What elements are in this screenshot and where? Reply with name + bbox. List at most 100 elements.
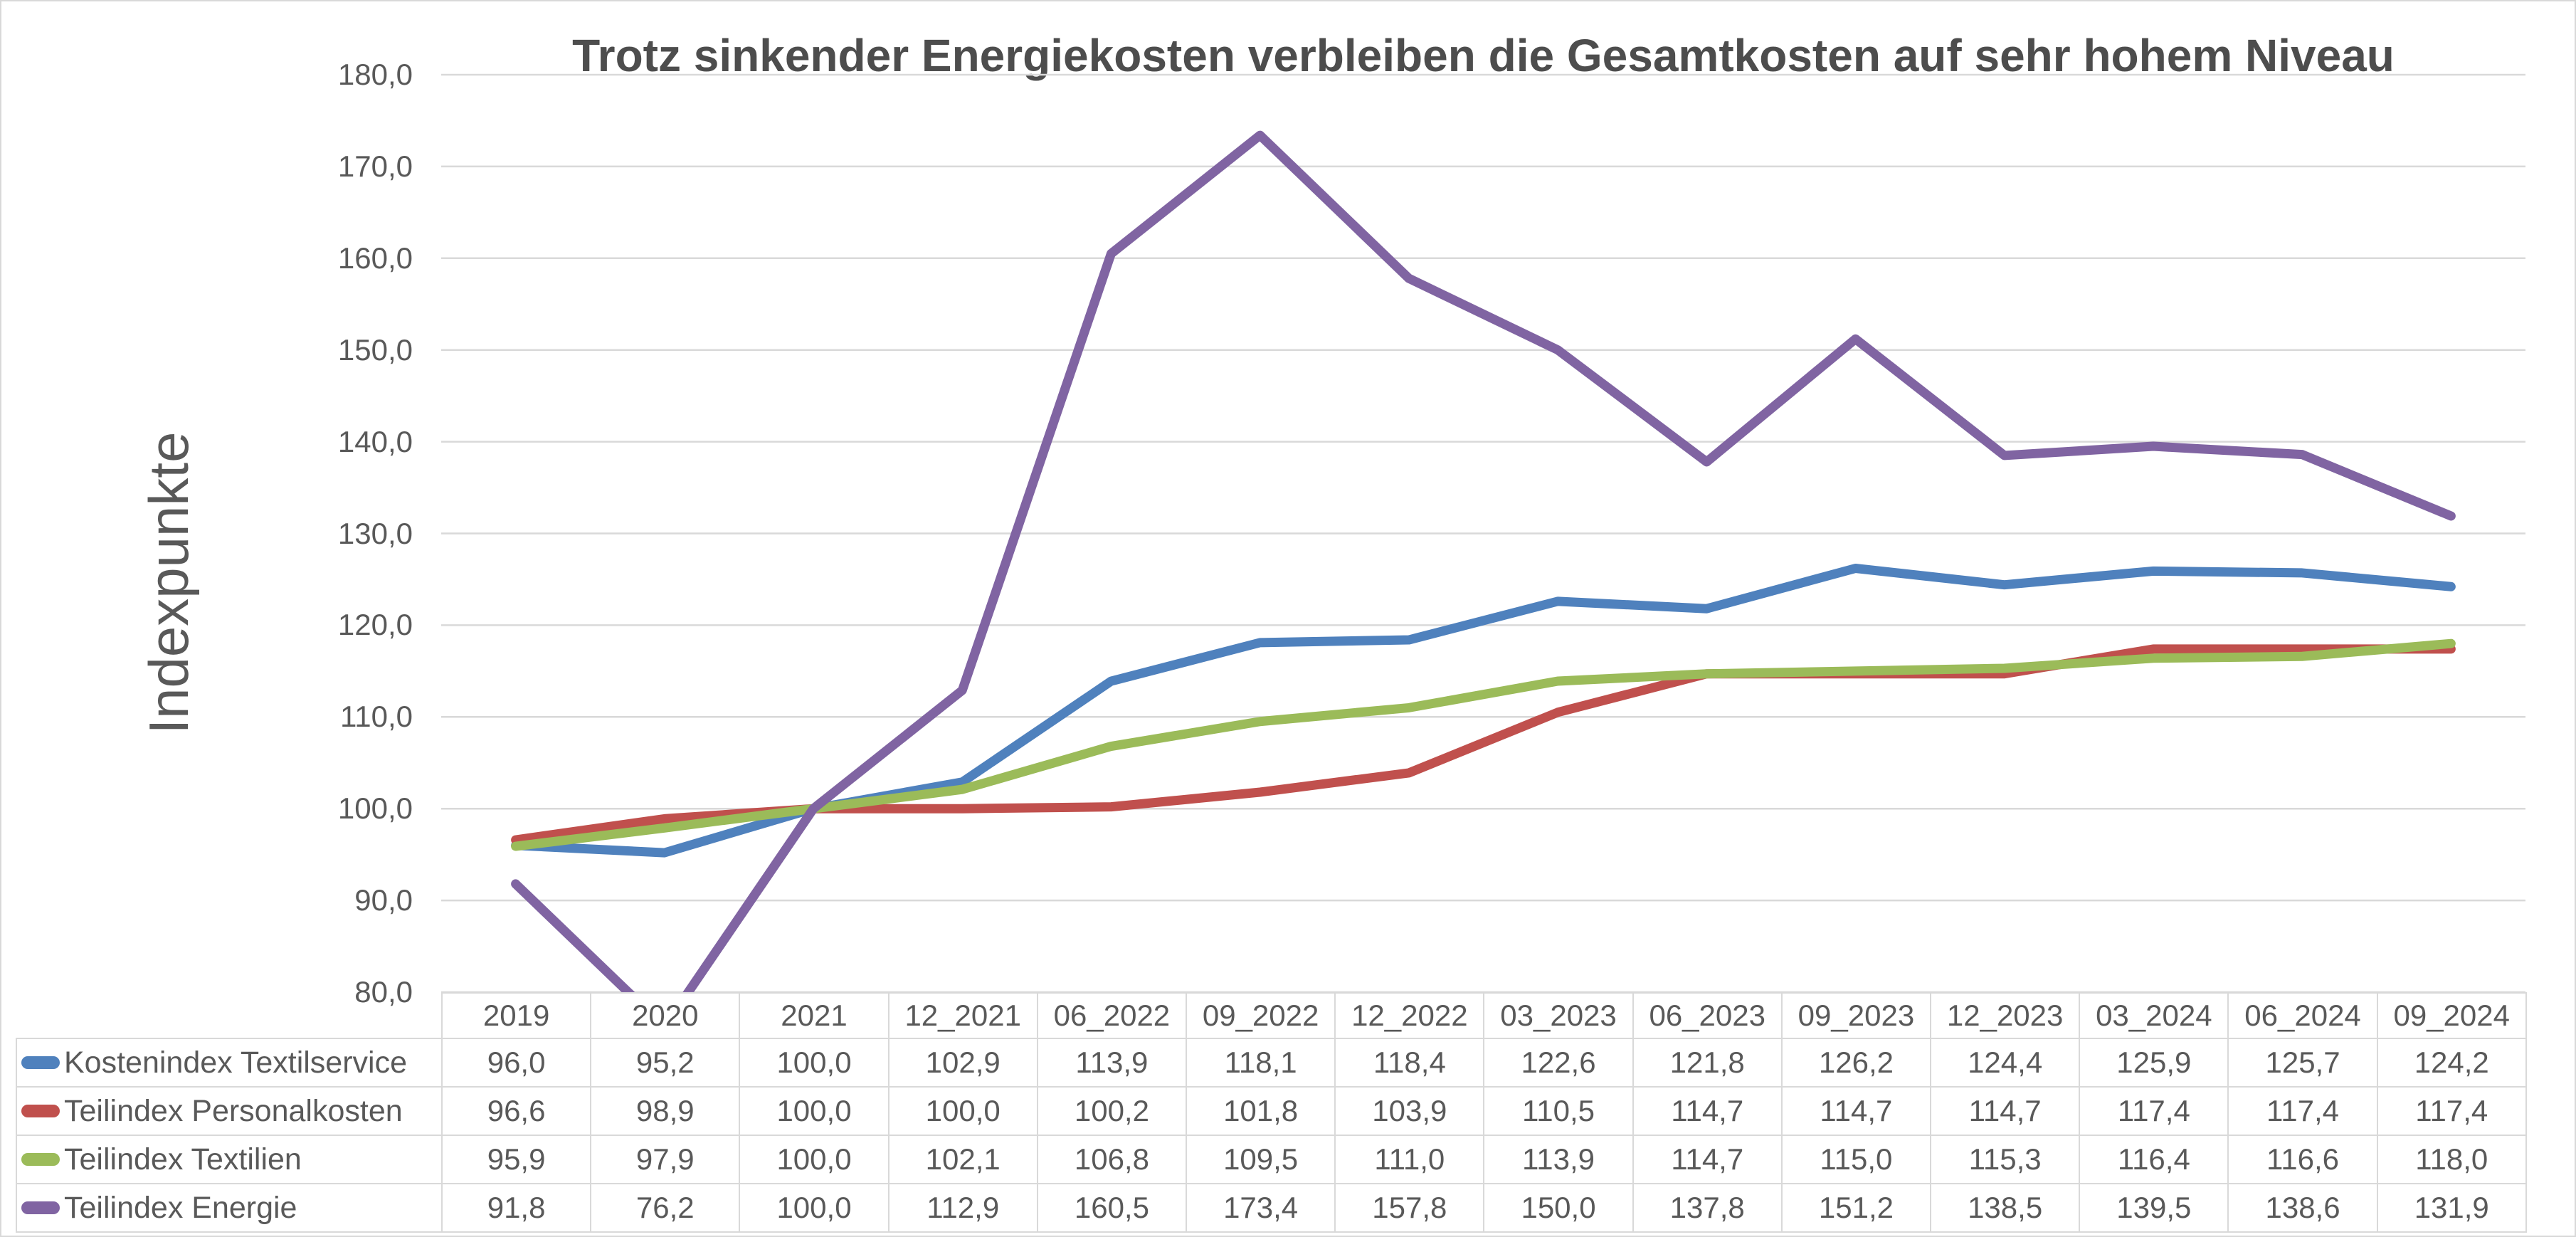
value-cell: 114,7	[1780, 1086, 1932, 1136]
category-header-cell: 12_2023	[1930, 992, 2081, 1039]
y-tick-label: 110,0	[340, 700, 413, 734]
series-line-teilindex-energie	[511, 130, 2456, 992]
legend-key-teilindex-energie	[21, 1201, 60, 1214]
value-cell: 96,6	[440, 1086, 592, 1136]
y-tick-label: 150,0	[337, 332, 413, 367]
value-cell: 111,0	[1334, 1135, 1485, 1184]
value-cell: 117,4	[2227, 1086, 2378, 1136]
series-label-cell: Teilindex Energie	[16, 1183, 443, 1233]
category-header-cell: 06_2023	[1632, 992, 1783, 1039]
value-cell: 125,7	[2227, 1038, 2378, 1088]
value-cell: 126,2	[1780, 1038, 1932, 1088]
y-tick-label: 180,0	[337, 58, 413, 91]
series-label-cell: Kostenindex Textilservice	[16, 1038, 443, 1088]
y-tick-label: 170,0	[337, 149, 413, 183]
value-cell: 124,2	[2376, 1038, 2527, 1088]
value-cell: 151,2	[1780, 1183, 1932, 1233]
series-line-teilindex-textilien	[511, 638, 2456, 851]
value-cell: 114,7	[1632, 1135, 1783, 1184]
y-tick-label: 90,0	[354, 883, 413, 917]
value-cell: 121,8	[1632, 1038, 1783, 1088]
category-header-cell: 2021	[739, 992, 890, 1039]
y-tick-label: 80,0	[354, 975, 413, 1009]
value-cell: 117,4	[2376, 1086, 2527, 1136]
value-cell: 150,0	[1483, 1183, 1634, 1233]
category-header-cell: 06_2022	[1036, 992, 1188, 1039]
value-cell: 137,8	[1632, 1183, 1783, 1233]
value-cell: 124,4	[1930, 1038, 2081, 1088]
value-cell: 116,6	[2227, 1135, 2378, 1184]
category-header-cell: 09_2023	[1780, 992, 1932, 1039]
table-row-teilindex-textilien: Teilindex Textilien 95,9 97,9 100,0 102,1 106…	[16, 1135, 2527, 1184]
gridlines	[441, 73, 2525, 994]
value-cell: 102,9	[887, 1038, 1038, 1088]
category-header-cell: 09_2024	[2376, 992, 2527, 1039]
value-cell: 95,2	[590, 1038, 741, 1088]
category-header-cell: 12_2022	[1334, 992, 1485, 1039]
value-cell: 114,7	[1632, 1086, 1783, 1136]
chart-title: Trotz sinkender Energiekosten verbleiben…	[572, 30, 2395, 81]
value-cell: 114,7	[1930, 1086, 2081, 1136]
table-row-teilindex-personalkosten: Teilindex Personalkosten 96,6 98,9 100,0 100…	[16, 1086, 2527, 1136]
series-lines	[511, 130, 2456, 992]
legend-key-kostenindex-textilservice	[21, 1056, 60, 1069]
y-tick-label: 160,0	[337, 241, 413, 275]
value-cell: 113,9	[1483, 1135, 1634, 1184]
value-cell: 100,0	[739, 1086, 890, 1136]
value-cell: 131,9	[2376, 1183, 2527, 1233]
value-cell: 118,0	[2376, 1135, 2527, 1184]
series-label-cell: Teilindex Personalkosten	[16, 1086, 443, 1136]
series-label-cell: Teilindex Textilien	[16, 1135, 443, 1184]
y-tick-label: 120,0	[337, 608, 413, 642]
data-table: 2019 2020 2021 12_2021 06_2022 09_2022 12_2022…	[16, 992, 2527, 1233]
value-cell: 100,0	[739, 1038, 890, 1088]
series-name: Teilindex Personalkosten	[64, 1093, 403, 1128]
legend-key-teilindex-personalkosten	[21, 1105, 60, 1117]
table-header-row: 2019 2020 2021 12_2021 06_2022 09_2022 12_2022…	[16, 992, 2527, 1039]
value-cell: 102,1	[887, 1135, 1038, 1184]
value-cell: 115,0	[1780, 1135, 1932, 1184]
series-name: Kostenindex Textilservice	[64, 1045, 408, 1080]
value-cell: 76,2	[590, 1183, 741, 1233]
value-cell: 112,9	[887, 1183, 1038, 1233]
value-cell: 97,9	[590, 1135, 741, 1184]
value-cell: 173,4	[1186, 1183, 1336, 1233]
value-cell: 100,2	[1036, 1086, 1188, 1136]
value-cell: 113,9	[1036, 1038, 1188, 1088]
category-header-cell: 03_2023	[1483, 992, 1634, 1039]
value-cell: 117,4	[2079, 1086, 2229, 1136]
value-cell: 118,4	[1334, 1038, 1485, 1088]
value-cell: 95,9	[440, 1135, 592, 1184]
legend-key-teilindex-textilien	[21, 1153, 60, 1166]
y-tick-label: 100,0	[337, 791, 413, 826]
value-cell: 98,9	[590, 1086, 741, 1136]
table-corner-cell	[16, 993, 442, 1038]
value-cell: 96,0	[440, 1038, 592, 1088]
value-cell: 110,5	[1483, 1086, 1634, 1136]
series-name: Teilindex Energie	[64, 1190, 297, 1225]
y-tick-label: 140,0	[337, 424, 413, 458]
category-header-cell: 03_2024	[2079, 992, 2229, 1039]
value-cell: 118,1	[1186, 1038, 1336, 1088]
value-cell: 157,8	[1334, 1183, 1485, 1233]
value-cell: 109,5	[1186, 1135, 1336, 1184]
value-cell: 138,5	[1930, 1183, 2081, 1233]
table-row-kostenindex-textilservice: Kostenindex Textilservice 96,0 95,2 100,0 10…	[16, 1038, 2527, 1088]
y-tick-label: 130,0	[337, 516, 413, 550]
value-cell: 103,9	[1334, 1086, 1485, 1136]
category-header-cell: 2020	[590, 992, 741, 1039]
value-cell: 160,5	[1036, 1183, 1188, 1233]
value-cell: 100,0	[887, 1086, 1038, 1136]
category-header-cell: 06_2024	[2227, 992, 2378, 1039]
category-header-cell: 2019	[440, 992, 592, 1039]
value-cell: 116,4	[2079, 1135, 2229, 1184]
value-cell: 138,6	[2227, 1183, 2378, 1233]
series-name: Teilindex Textilien	[64, 1142, 302, 1177]
value-cell: 101,8	[1186, 1086, 1336, 1136]
value-cell: 106,8	[1036, 1135, 1188, 1184]
value-cell: 122,6	[1483, 1038, 1634, 1088]
category-header-cell: 12_2021	[887, 992, 1038, 1039]
table-row-teilindex-energie: Teilindex Energie 91,8 76,2 100,0 112,9 160,5…	[16, 1183, 2527, 1233]
